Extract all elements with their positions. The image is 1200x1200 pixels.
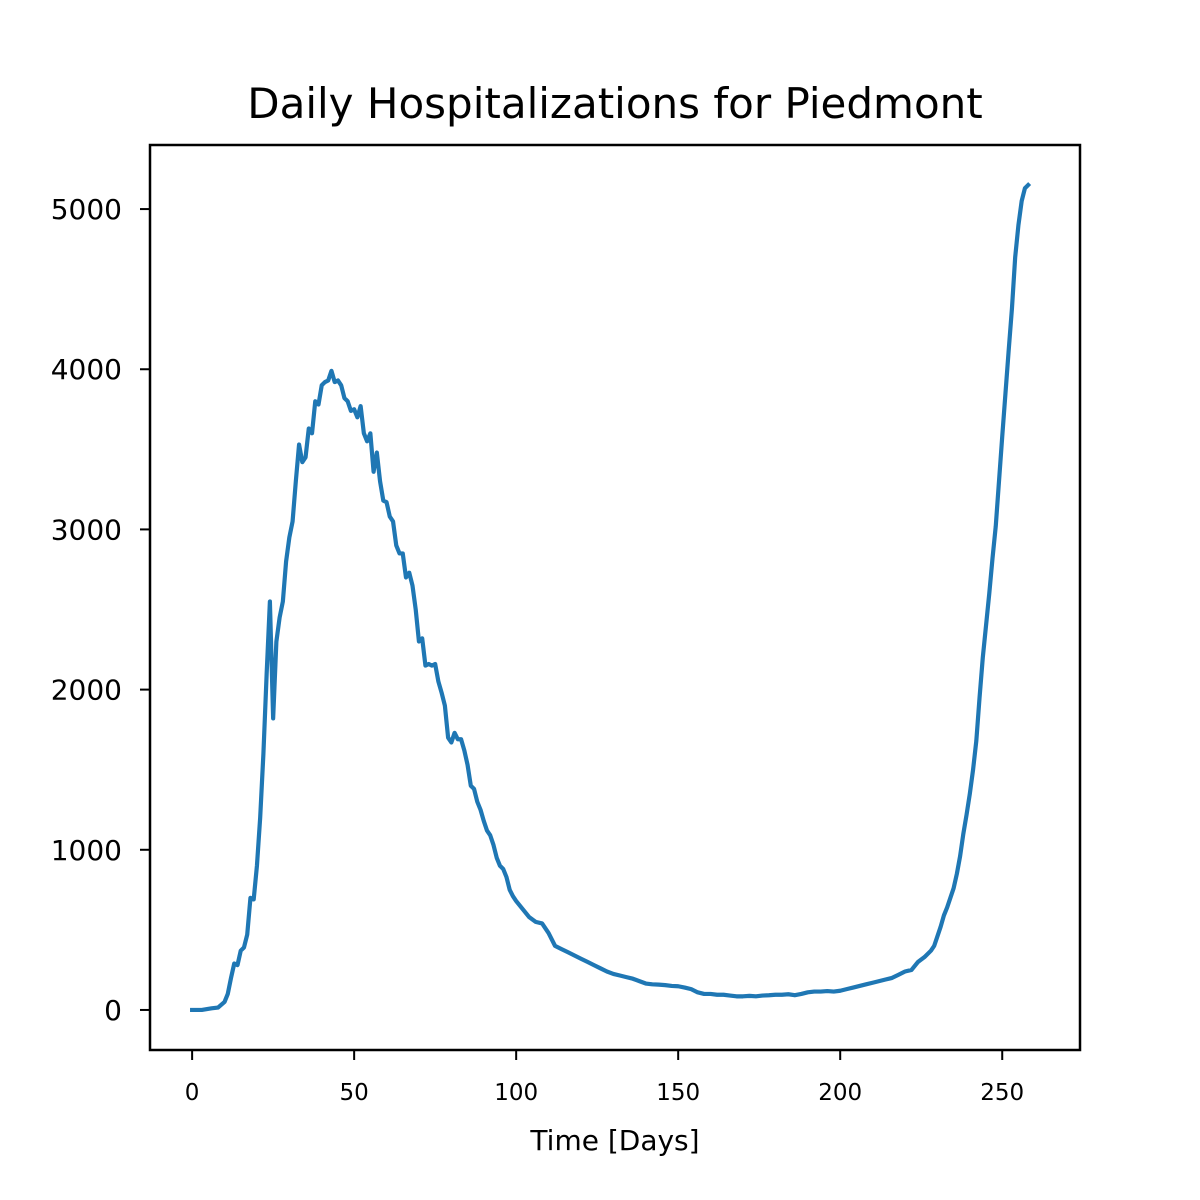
series-line-0: [190, 182, 1032, 1013]
y-tick-label: 0: [104, 994, 122, 1027]
x-axis: 0 50 100 150 200 250: [185, 1050, 1024, 1106]
plot-frame: [148, 143, 1082, 1052]
y-tick-label: 5000: [51, 193, 122, 226]
x-tick-label: 100: [494, 1080, 538, 1106]
plot-area: [190, 182, 1032, 1013]
x-tick-label: 200: [818, 1080, 862, 1106]
y-tick-label: 2000: [51, 674, 122, 707]
y-tick-label: 4000: [51, 353, 122, 386]
x-tick-label: 150: [656, 1080, 700, 1106]
chart-title: Daily Hospitalizations for Piedmont: [247, 79, 983, 128]
x-tick-label: 0: [185, 1080, 200, 1106]
x-axis-label: Time [Days]: [529, 1124, 699, 1157]
x-tick-label: 250: [980, 1080, 1024, 1106]
y-tick-label: 3000: [51, 513, 122, 546]
x-tick-label: 50: [340, 1080, 369, 1106]
y-axis: 0 1000 2000 3000 4000 5000: [51, 193, 150, 1027]
y-tick-label: 1000: [51, 834, 122, 867]
